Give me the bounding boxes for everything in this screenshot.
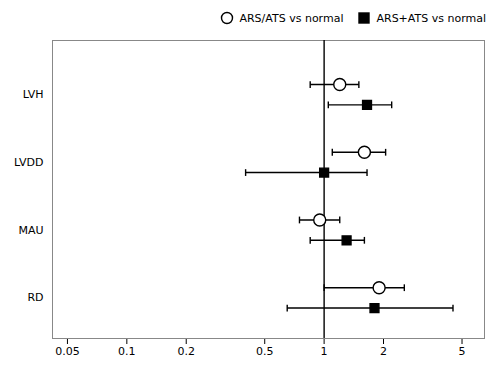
svg-text:0.1: 0.1 xyxy=(118,345,135,358)
svg-text:5: 5 xyxy=(459,345,466,358)
svg-text:MAU: MAU xyxy=(18,224,43,237)
svg-text:2: 2 xyxy=(380,345,387,358)
svg-text:LVDD: LVDD xyxy=(14,156,43,169)
svg-text:1: 1 xyxy=(321,345,328,358)
svg-text:0.2: 0.2 xyxy=(177,345,195,358)
svg-text:0.05: 0.05 xyxy=(55,345,80,358)
svg-text:RD: RD xyxy=(27,291,43,304)
html-text:ARS/ATS vs normal: ARS/ATS vs normal xyxy=(239,11,344,25)
svg-text:LVH: LVH xyxy=(23,88,44,101)
html-text:ARS+ATS vs normal: ARS+ATS vs normal xyxy=(376,11,486,25)
svg-text:0.5: 0.5 xyxy=(256,345,274,358)
